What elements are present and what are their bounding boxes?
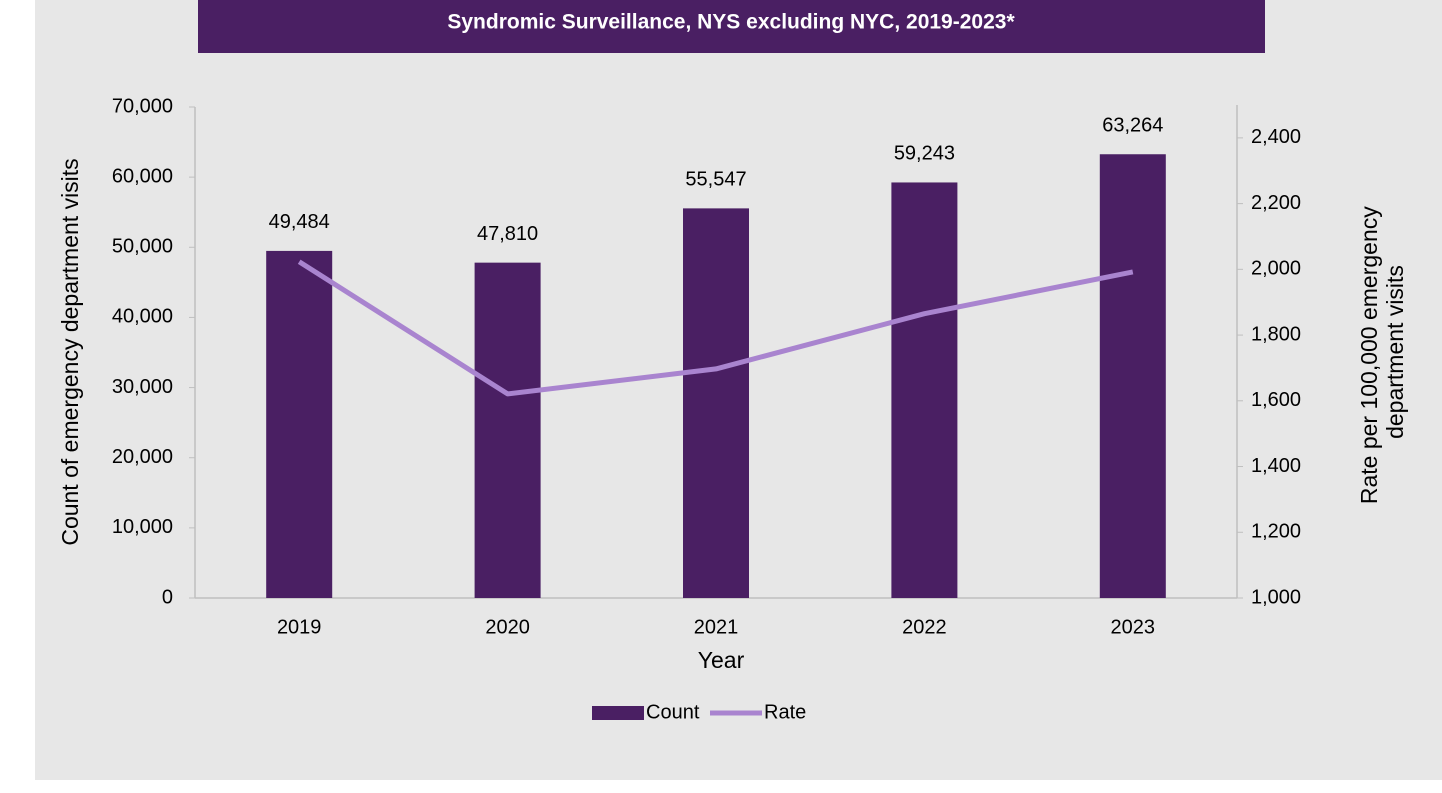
y-tick-label: 10,000 [112,516,173,538]
y2-tick-label: 2,000 [1251,258,1301,280]
line [297,259,1134,397]
bar [474,262,541,598]
y-tick-label: 50,000 [112,236,173,258]
bar [891,182,958,598]
data-label: 47,810 [477,223,538,245]
bar [1099,154,1166,598]
y-tick-label: 70,000 [112,95,173,117]
bar [266,250,333,598]
bar [683,208,749,598]
y2-tick-label: 1,400 [1251,455,1301,477]
data-label: 49,484 [269,211,330,233]
y2-axis-label-line: Rate per 100,000 emergency [1356,206,1382,504]
x-tick-label: 2019 [277,616,322,638]
title-box [198,0,1265,53]
legend-label: Count [646,701,700,723]
y2-axis-label: Rate per 100,000 emergency department vi… [1356,200,1408,504]
y-tick-label: 40,000 [112,306,173,328]
data-label: 55,547 [685,169,746,191]
y-tick-label: 60,000 [112,165,173,187]
data-label: 59,243 [894,143,955,165]
y2-tick-label: 2,200 [1251,192,1301,214]
y-tick-label: 30,000 [112,376,173,398]
x-tick-label: 2022 [902,616,947,638]
legend-swatch [592,706,644,720]
x-tick-label: 2021 [694,616,739,638]
y2-tick-label: 2,400 [1251,126,1301,148]
x-tick-label: 2020 [485,616,530,638]
legend-label: Rate [764,701,806,723]
y2-tick-label: 1,800 [1251,323,1301,345]
y2-axis-label-line: department visits [1382,265,1408,439]
x-tick-label: 2023 [1111,616,1156,638]
y-axis-label: Count of emergency department visits [57,158,83,545]
x-axis-label: Year [698,647,745,673]
y-tick-label: 0 [162,586,173,608]
y2-tick-label: 1,000 [1251,586,1301,608]
chart-title: Syndromic Surveillance, NYS excluding NY… [447,11,1015,34]
y-tick-label: 20,000 [112,446,173,468]
data-label: 63,264 [1102,115,1163,137]
y2-tick-label: 1,600 [1251,389,1301,411]
y2-tick-label: 1,200 [1251,521,1301,543]
